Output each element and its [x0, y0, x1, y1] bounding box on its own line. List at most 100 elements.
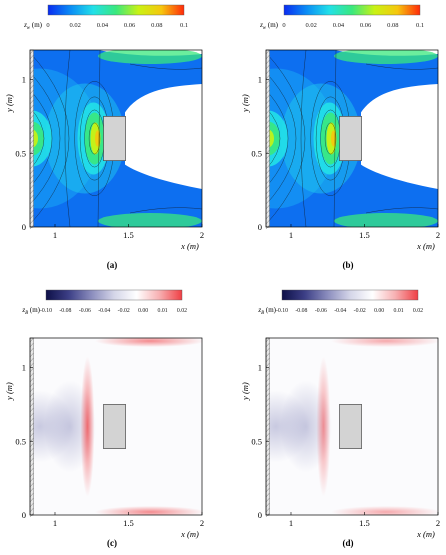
y-tick-label: 1 [22, 363, 26, 373]
panel-b: zw (m) 0 0.02 0.04 0.06 0.08 0.1 1 1.5 2 0 0.5 1 x (m… [236, 0, 446, 272]
x-tick-label: 1.5 [123, 230, 134, 240]
y-tick-label: 1 [258, 363, 262, 373]
panel-label: (d) [343, 538, 354, 548]
obstacle [339, 404, 362, 449]
heatmap-field [30, 50, 202, 227]
colorbar-tick-label: 0.01 [393, 308, 403, 314]
colorbar-tick-label: -0.02 [118, 308, 130, 314]
deposition-region [316, 356, 331, 497]
x-tick-label: 1 [289, 230, 293, 240]
panel-d: zB (m) -0.10 -0.08 -0.06 -0.04 -0.02 0.00 0.01 0… [236, 278, 446, 550]
plot-frame [29, 49, 203, 228]
plot-frame [29, 337, 203, 516]
panel-label: (a) [107, 260, 118, 270]
colorbar-label: zB (m) [257, 306, 276, 316]
colorbar-tick-label: 0.06 [124, 22, 136, 29]
x-tick-label: 2 [436, 518, 440, 528]
y-tick-label: 0 [258, 510, 262, 520]
x-axis-label: x (m) [180, 241, 199, 251]
deposition-region [331, 506, 438, 515]
panel-label: (b) [343, 260, 354, 270]
wave-amplitude-region [334, 50, 438, 64]
colorbar-tick-label: -0.08 [295, 308, 307, 314]
y-tick-label: 1 [258, 75, 262, 85]
colorbar-tick-label: 0.01 [157, 308, 167, 314]
y-tick-label: 0 [22, 510, 26, 520]
colorbar-tick-label: 0.02 [177, 308, 187, 314]
x-tick-label: 2 [200, 518, 204, 528]
y-tick-label: 0 [22, 222, 26, 232]
x-tick-label: 1 [53, 230, 57, 240]
y-tick-label: 0.5 [251, 148, 262, 158]
x-tick-label: 2 [436, 230, 440, 240]
deposition-region [95, 506, 202, 515]
x-tick-label: 1.5 [123, 518, 134, 528]
panel-label: (c) [107, 538, 117, 548]
colorbar-tick-label: 0 [46, 22, 49, 29]
deposition-region [95, 338, 202, 347]
colorbar [45, 289, 183, 301]
y-tick-label: 0.5 [15, 436, 26, 446]
colorbar-tick-label: 0.06 [360, 22, 372, 29]
colorbar-tick-label: 0.1 [416, 22, 424, 29]
colorbar-tick-label: 0.1 [180, 22, 188, 29]
panel-a: zw (m) 0 0.02 0.04 0.06 0.08 0.1 1 1.5 2 0 0.5 1 x (m… [0, 0, 210, 272]
colorbar-tick-label: -0.10 [40, 308, 52, 314]
x-axis-label: x (m) [416, 241, 435, 251]
colorbar-tick-label: -0.02 [354, 308, 366, 314]
obstacle [339, 116, 362, 161]
y-tick-label: 1 [22, 75, 26, 85]
x-tick-label: 1 [289, 518, 293, 528]
colorbar-tick-label: -0.06 [315, 308, 327, 314]
colorbar [283, 4, 421, 16]
colorbar-tick-label: 0 [282, 22, 285, 29]
x-tick-label: 1.5 [359, 230, 370, 240]
colorbar-label: zw (m) [259, 21, 279, 31]
x-tick-label: 2 [200, 230, 204, 240]
colorbar-tick-label: -0.04 [98, 308, 110, 314]
colorbar-tick-label: -0.08 [59, 308, 71, 314]
left-wall [265, 337, 270, 518]
x-tick-label: 1.5 [359, 518, 370, 528]
colorbar [281, 289, 419, 301]
plot-frame [265, 337, 439, 516]
panel-svg: zw (m) 0 0.02 0.04 0.06 0.08 0.11 1.5 200.51x (m… [240, 4, 440, 270]
deposition-region [331, 338, 438, 347]
contour-lines [30, 50, 202, 227]
left-wall [29, 49, 34, 230]
colorbar-tick-label: 0.08 [151, 22, 162, 29]
colorbar-tick-label: 0.04 [333, 22, 345, 29]
colorbar-tick-label: -0.06 [79, 308, 91, 314]
colorbar-tick-label: 0.02 [306, 22, 317, 29]
wave-amplitude-region [334, 213, 438, 227]
y-tick-label: 0.5 [251, 436, 262, 446]
left-wall [265, 49, 270, 230]
y-axis-label: y (m) [4, 382, 14, 401]
panel-svg: zw (m) 0 0.02 0.04 0.06 0.08 0.11 1.5 200.51x (m… [4, 4, 204, 270]
y-tick-label: 0.5 [15, 148, 26, 158]
y-axis-label: y (m) [4, 94, 14, 113]
colorbar-tick-label: 0.04 [97, 22, 109, 29]
x-axis-label: x (m) [180, 529, 199, 539]
colorbar-tick-label: 0.00 [374, 308, 384, 314]
panel-c: zB (m) -0.10 -0.08 -0.06 -0.04 -0.02 0.00 0.01 0… [0, 278, 210, 550]
x-axis-label: x (m) [416, 529, 435, 539]
left-wall [29, 337, 34, 518]
y-axis-label: y (m) [240, 94, 250, 113]
colorbar-tick-label: 0.02 [70, 22, 81, 29]
contour-lines [266, 50, 438, 227]
obstacle [103, 116, 126, 161]
panel-svg: zB (m) -0.10 -0.08 -0.06 -0.04 -0.02 0.00 0.01 0… [240, 289, 440, 548]
colorbar-tick-label: -0.04 [334, 308, 346, 314]
panel-svg: zB (m) -0.10 -0.08 -0.06 -0.04 -0.02 0.00 0.01 0… [4, 289, 204, 548]
colorbar-tick-label: 0.00 [138, 308, 148, 314]
colorbar [47, 4, 185, 16]
colorbar-tick-label: 0.08 [387, 22, 398, 29]
colorbar-tick-label: 0.02 [413, 308, 423, 314]
x-tick-label: 1 [53, 518, 57, 528]
plot-frame [265, 49, 439, 228]
colorbar-label: zw (m) [23, 21, 43, 31]
y-axis-label: y (m) [240, 382, 250, 401]
wave-amplitude-region [98, 50, 202, 64]
wave-amplitude-region [98, 213, 202, 227]
